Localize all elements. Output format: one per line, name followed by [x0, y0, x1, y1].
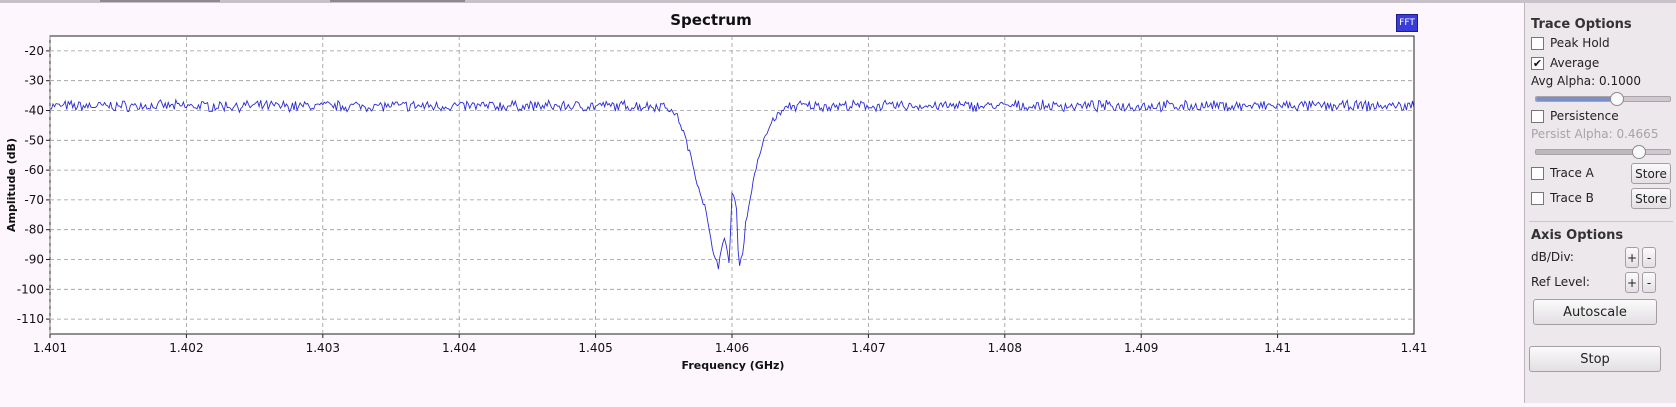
trace-b-store-button[interactable]: Store [1631, 188, 1671, 209]
axis-options-title: Axis Options [1531, 228, 1624, 243]
trace-a-label: Trace A [1550, 166, 1594, 180]
y-tick-label: -70 [24, 193, 44, 207]
avg-alpha-slider-handle[interactable] [1610, 92, 1625, 106]
trace-b-checkbox[interactable] [1531, 191, 1544, 205]
spectrum-plot[interactable]: -20 -30 -40 -50 -60 -70 -80 -90 -100 -110 1.401 1.4… [0, 3, 1524, 407]
trace-b-row[interactable]: Trace B [1531, 191, 1594, 205]
spectrum-trace [49, 98, 1415, 270]
spectrum-chart: -20 -30 -40 -50 -60 -70 -80 -90 -100 -110 1.401 1.4… [5, 11, 1428, 372]
persistence-checkbox[interactable] [1531, 109, 1544, 123]
x-tick-label: 1.407 [851, 341, 885, 355]
y-axis-label: Amplitude (dB) [5, 138, 18, 232]
tab-indicator[interactable] [100, 0, 220, 2]
avg-alpha-label: Avg Alpha: 0.1000 [1531, 74, 1642, 88]
trace-a-store-button[interactable]: Store [1631, 163, 1671, 184]
y-tick-label: -40 [24, 104, 44, 118]
panel-divider [1529, 221, 1673, 222]
persist-alpha-slider-fill [1536, 150, 1638, 154]
x-tick-label: 1.41 [1401, 341, 1428, 355]
x-tick-label: 1.41 [1264, 341, 1291, 355]
x-tick-label: 1.405 [578, 341, 612, 355]
ref-level-label: Ref Level: [1531, 275, 1590, 289]
ref-level-minus-button[interactable]: - [1642, 272, 1656, 293]
x-tick-label: 1.406 [715, 341, 749, 355]
x-tick-label: 1.409 [1124, 341, 1158, 355]
average-label: Average [1550, 56, 1600, 70]
chart-title: Spectrum [670, 11, 751, 29]
avg-alpha-row: Avg Alpha: 0.1000 [1531, 74, 1641, 88]
y-tick-label: -20 [24, 44, 44, 58]
y-tick-label: -100 [17, 282, 44, 296]
x-tick-label: 1.403 [306, 341, 340, 355]
x-tick-label: 1.408 [988, 341, 1022, 355]
y-tick-label: -90 [24, 253, 44, 267]
fft-badge-label: FFT [1399, 18, 1415, 28]
db-div-row: dB/Div: [1531, 250, 1574, 264]
fft-toggle-button[interactable]: FFT [1396, 14, 1418, 32]
persistence-row[interactable]: Persistence [1531, 109, 1619, 123]
y-tick-label: -110 [17, 312, 44, 326]
trace-a-checkbox[interactable] [1531, 166, 1544, 180]
y-tick-label: -60 [24, 163, 44, 177]
average-row[interactable]: ✔ Average [1531, 56, 1599, 70]
y-tick-label: -30 [24, 74, 44, 88]
autoscale-button[interactable]: Autoscale [1533, 299, 1657, 325]
peak-hold-row[interactable]: Peak Hold [1531, 36, 1610, 50]
persistence-label: Persistence [1550, 109, 1619, 123]
avg-alpha-slider[interactable] [1535, 92, 1671, 106]
persist-alpha-row: Persist Alpha: 0.4665 [1531, 127, 1658, 141]
average-checkbox[interactable]: ✔ [1531, 56, 1544, 70]
x-tick-label: 1.404 [442, 341, 476, 355]
peak-hold-checkbox[interactable] [1531, 36, 1544, 50]
db-div-plus-button[interactable]: + [1625, 247, 1639, 268]
persist-alpha-slider-handle[interactable] [1631, 145, 1646, 159]
trace-a-row[interactable]: Trace A [1531, 166, 1594, 180]
db-div-label: dB/Div: [1531, 250, 1574, 264]
ref-level-row: Ref Level: [1531, 275, 1590, 289]
ref-level-plus-button[interactable]: + [1625, 272, 1639, 293]
tab-indicator[interactable] [330, 0, 465, 2]
y-tick-label: -50 [24, 133, 44, 147]
avg-alpha-slider-fill [1536, 97, 1617, 101]
window-top-bar [0, 0, 1676, 3]
persist-alpha-slider[interactable] [1535, 145, 1671, 159]
control-panel: Trace Options Peak Hold ✔ Average Avg Al… [1524, 3, 1676, 403]
peak-hold-label: Peak Hold [1550, 36, 1610, 50]
trace-b-label: Trace B [1550, 191, 1594, 205]
y-tick-label: -80 [24, 223, 44, 237]
persist-alpha-label: Persist Alpha: 0.4665 [1531, 127, 1659, 141]
db-div-minus-button[interactable]: - [1642, 247, 1656, 268]
trace-options-title: Trace Options [1531, 17, 1632, 32]
x-tick-label: 1.401 [33, 341, 67, 355]
stop-button[interactable]: Stop [1529, 346, 1661, 372]
x-tick-label: 1.402 [169, 341, 203, 355]
x-axis-label: Frequency (GHz) [682, 359, 785, 372]
